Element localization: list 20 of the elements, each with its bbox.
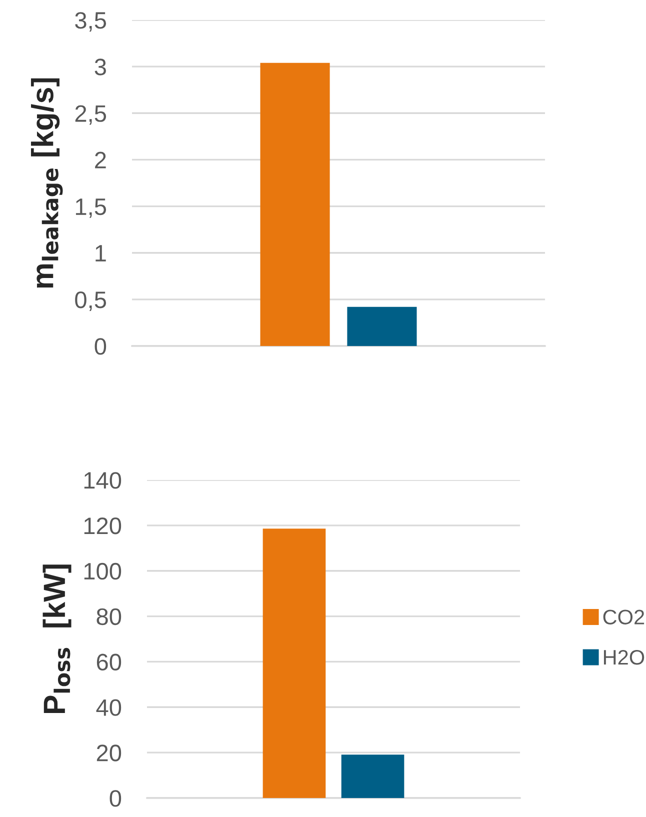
- y-tick-label: 40: [96, 699, 122, 716]
- y-tick-label: 0,5: [75, 291, 106, 312]
- y-tick-label: 0: [110, 790, 122, 807]
- y-tick-label: 120: [84, 517, 122, 534]
- y-tick-label: 2: [95, 152, 106, 168]
- y-tick-label: 0: [94, 338, 106, 355]
- legend-label: H2O: [604, 650, 644, 665]
- y-axis-title: m$_{leakage}$ [kg/s]: [30, 78, 63, 288]
- y-tick-label: 1,5: [76, 198, 106, 218]
- y-tick-label: 3,5: [75, 12, 106, 32]
- y-tick-label: 2,5: [75, 105, 106, 125]
- y-tick-label: 140: [84, 472, 122, 489]
- y-tick-label: 1: [96, 245, 106, 262]
- legend-label: CO2: [603, 610, 644, 624]
- y-tick-label: 80: [96, 608, 122, 626]
- y-tick-label: 20: [96, 744, 122, 762]
- y-tick-label: 3: [94, 58, 106, 76]
- y-tick-label: 60: [96, 654, 122, 670]
- y-tick-label: 100: [84, 562, 122, 580]
- y-axis-title: P$_{loss}$ [kW]: [42, 564, 72, 714]
